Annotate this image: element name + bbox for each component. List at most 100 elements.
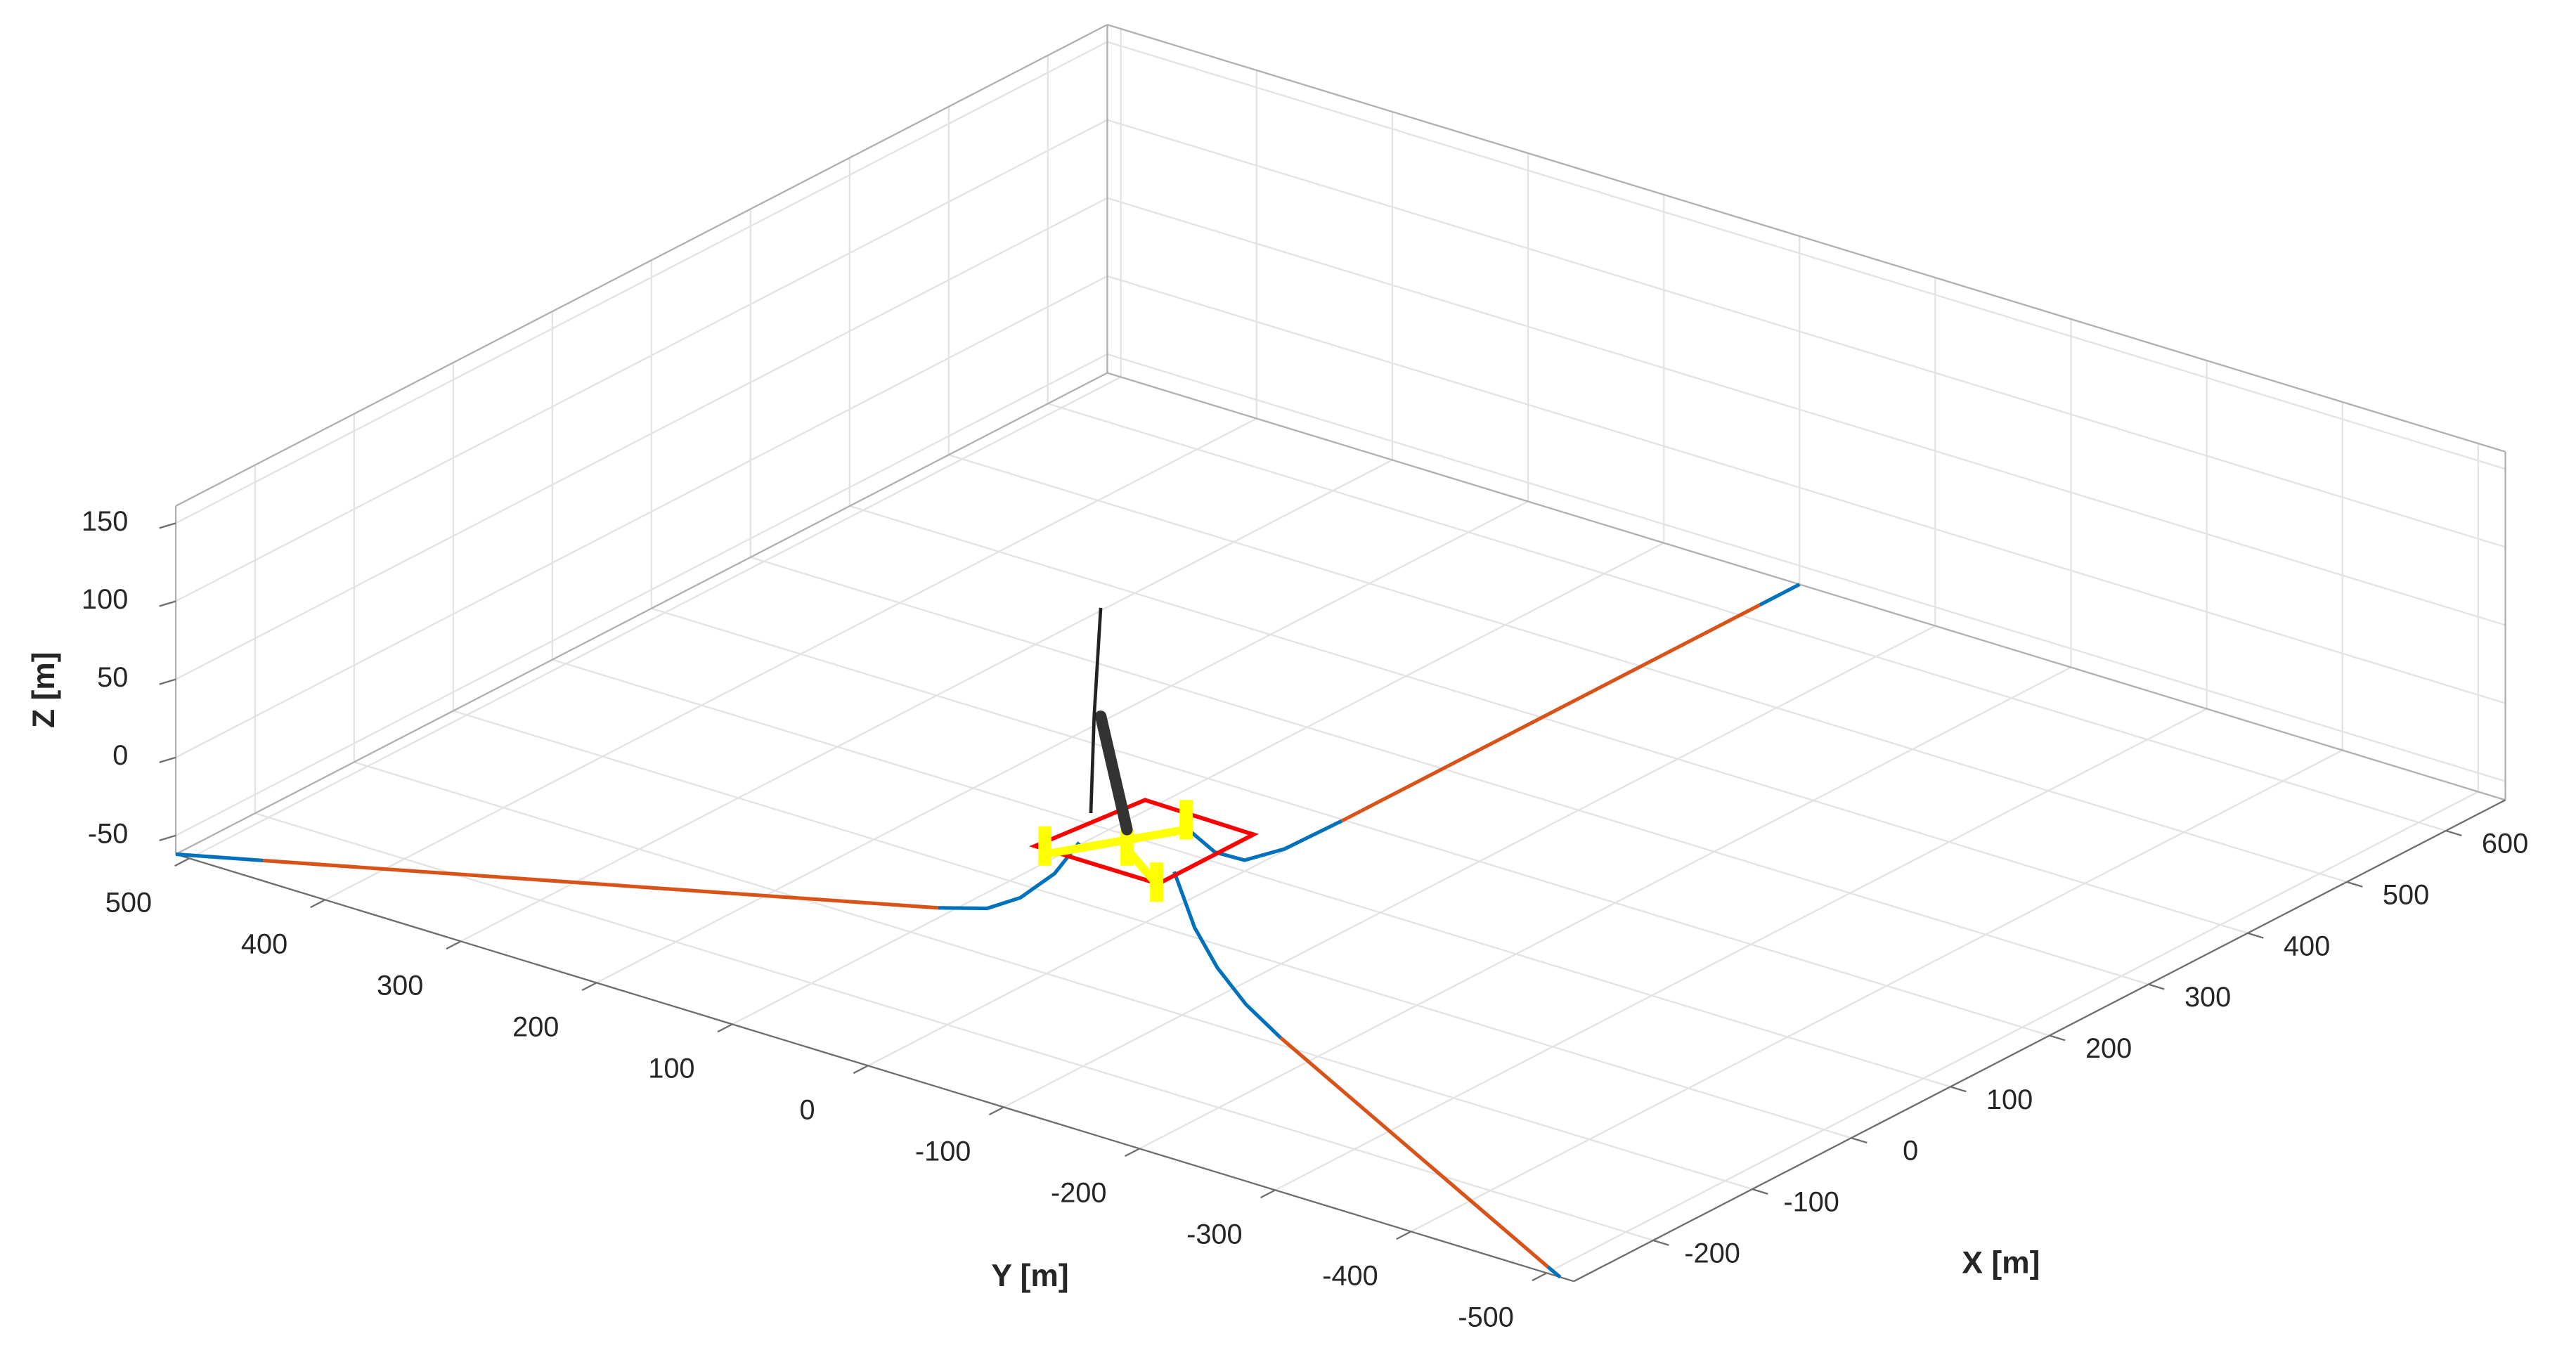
grid-line [453,710,1852,1139]
x-axis-label: X [m] [1962,1246,2040,1280]
grid-line [1107,353,2506,782]
box-edge [1107,23,2506,453]
mooring-line [1546,1265,1562,1279]
tick-mark [174,857,190,867]
mooring-line [1184,819,1343,862]
grid-line [948,454,2348,883]
grid-line [254,812,1654,1242]
grid-line [1107,41,2506,470]
blade [1089,607,1103,814]
box-edge [175,24,1108,507]
tick-mark [1260,1189,1276,1199]
axis-line [175,853,1574,1283]
pontoon [1124,846,1160,887]
tick-mark [2049,1035,2066,1042]
z-tick-label: 0 [112,740,128,771]
y-tick-label: -200 [1051,1177,1107,1208]
x-tick-label: -100 [1783,1187,1839,1218]
axis-line [1573,799,2506,1283]
grid-line [1047,403,2447,832]
tick-mark [1532,1272,1548,1282]
tick-mark [159,600,176,607]
grid-line [1546,791,2479,1274]
mooring-line [263,858,938,910]
x-tick-label: 600 [2482,829,2528,860]
grid-line [175,41,1108,524]
tick-mark [310,899,326,909]
grid-line [552,659,1951,1088]
mooring-line [1759,583,1801,607]
grid-line [732,542,1664,1025]
grid-line [1003,625,1936,1108]
grid-line [1107,119,2506,548]
y-tick-label: -300 [1186,1219,1243,1250]
tick-mark [988,1106,1004,1116]
y-tick-label: 0 [799,1094,815,1125]
tower [1094,710,1133,836]
tick-mark [1851,1137,1868,1144]
y-axis-label: Y [m] [991,1259,1068,1293]
y-tick-label: 300 [377,970,423,1001]
x-tick-label: 400 [2284,930,2330,961]
z-tick-label: -50 [88,818,128,849]
tick-mark [717,1023,733,1033]
mooring-line [175,852,264,862]
x-tick-label: 100 [1986,1084,2033,1115]
grid [175,29,2506,1274]
z-tick-label: 50 [97,662,128,693]
axes-box [174,23,2506,1283]
grid-line [324,417,1257,901]
platform-outline [1028,798,1260,886]
mooring-line [1172,871,1282,1039]
grid-line [175,197,1108,680]
tick-mark [2346,881,2363,888]
pontoon [1044,825,1187,859]
grid-line [460,459,1393,942]
grid-line [1107,275,2506,704]
tick-mark [2445,829,2462,837]
z-axis-label: Z [m] [27,651,61,728]
box-edge [1107,372,2506,801]
y-tick-label: 100 [648,1053,694,1084]
tick-mark [2247,932,2264,939]
grid-line [175,119,1108,602]
tick-mark [1124,1148,1140,1157]
box-edge [175,372,1108,855]
turbine [1028,607,1260,902]
tick-mark [1950,1086,1967,1093]
tick-mark [2148,983,2165,990]
y-tick-label: 500 [105,887,152,918]
grid-line [175,353,1108,836]
z-tick-label: 100 [82,584,128,615]
grid-line [1139,666,2072,1150]
y-tick-label: 400 [241,928,287,959]
grid-line [596,500,1529,984]
tick-mark [446,940,462,950]
grid-line [1107,197,2506,626]
mooring-line [1279,1036,1549,1269]
tick-mark [159,834,176,841]
mooring-lines [175,583,1801,1279]
grid-line [188,376,1122,860]
y-tick-label: -500 [1458,1302,1514,1332]
grid-line [849,505,2248,934]
y-tick-label: 200 [512,1011,559,1042]
grid-line [1274,708,2208,1191]
tick-mark [1396,1231,1411,1240]
grid-line [175,275,1108,758]
x-tick-label: 500 [2383,879,2429,910]
grid-line [1410,749,2343,1233]
x-tick-label: 300 [2185,982,2231,1013]
grid-line [354,761,1753,1191]
y-tick-label: -100 [915,1136,971,1167]
tick-mark [159,756,176,763]
x-tick-label: 0 [1903,1136,1918,1167]
grid-line [651,607,2050,1037]
mooring-line [1340,603,1761,823]
tick-mark [159,522,176,529]
grid-line [750,556,2149,985]
ticks: -500-400-300-200-1000100200300400500-200… [82,506,2528,1332]
x-tick-label: 200 [2085,1033,2132,1064]
x-tick-label: -200 [1684,1238,1740,1269]
